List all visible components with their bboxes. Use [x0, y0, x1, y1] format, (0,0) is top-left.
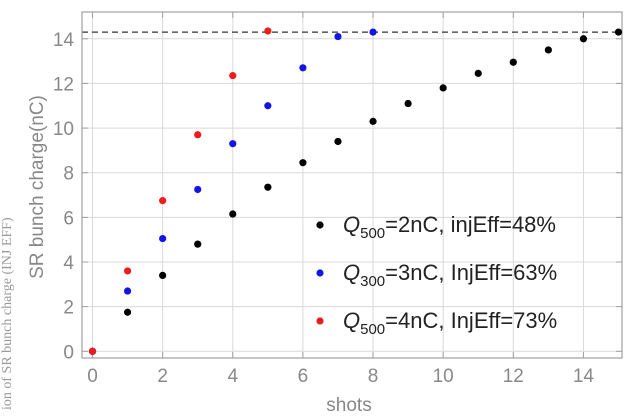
data-point-series-3 — [194, 131, 202, 139]
data-point-series-1 — [264, 183, 272, 191]
data-point-series-1 — [404, 99, 412, 108]
data-point-series-1 — [439, 84, 447, 92]
x-tick-label: 8 — [368, 366, 379, 387]
data-point-series-3 — [123, 267, 132, 275]
y-axis-title: SR bunch charge(nC) — [27, 95, 48, 279]
data-point-series-3 — [229, 72, 237, 80]
data-point-series-2 — [334, 32, 342, 41]
grid — [82, 12, 622, 358]
y-tick-label: 4 — [63, 253, 74, 274]
data-point-series-1 — [614, 28, 623, 36]
data-point-series-2 — [159, 234, 167, 243]
data-point-series-2 — [264, 102, 272, 110]
data-point-series-2 — [123, 287, 132, 295]
y-tick-label: 6 — [63, 208, 74, 229]
legend-label-series-2: Q300=3nC, InjEff=63% — [343, 260, 557, 290]
data-point-series-1 — [334, 137, 342, 146]
data-point-series-1 — [579, 35, 588, 43]
legend-label-series-3: Q500=4nC, InjEff=73% — [343, 308, 557, 338]
data-point-series-1 — [474, 69, 482, 77]
data-point-series-1 — [123, 308, 132, 316]
y-tick-label: 0 — [63, 342, 74, 363]
x-tick-label: 0 — [87, 366, 98, 387]
legend-marker-series-2 — [316, 269, 324, 277]
data-points — [88, 27, 623, 355]
y-tick-label: 8 — [63, 164, 74, 185]
y-tick-label: 12 — [53, 74, 74, 95]
legend-marker-series-3 — [316, 317, 324, 325]
x-tick-label: 4 — [227, 366, 238, 387]
data-point-series-2 — [229, 140, 237, 148]
axis-ticks: 0 2 4 6 8 10 12 14 0 2 4 6 8 10 12 14 — [53, 12, 622, 387]
plot-frame — [81, 11, 623, 359]
x-tick-label: 2 — [157, 366, 168, 387]
data-point-series-3 — [264, 27, 272, 35]
x-tick-label: 6 — [298, 366, 309, 387]
legend: Q500=2nC, injEff=48% Q300=3nC, InjEff=63%… — [316, 212, 557, 338]
data-point-series-1 — [159, 271, 167, 280]
data-point-series-1 — [369, 117, 377, 125]
data-point-series-1 — [509, 58, 517, 66]
legend-marker-series-1 — [316, 221, 324, 229]
data-point-series-2 — [194, 185, 202, 194]
x-tick-label: 12 — [503, 366, 524, 387]
y-tick-label: 10 — [53, 119, 74, 140]
data-point-series-3 — [88, 347, 97, 355]
data-point-series-1 — [544, 46, 552, 54]
legend-label-series-1: Q500=2nC, injEff=48% — [343, 212, 556, 242]
data-point-series-1 — [194, 240, 202, 248]
data-point-series-3 — [159, 197, 167, 205]
x-tick-label: 14 — [573, 366, 595, 387]
data-point-series-1 — [299, 159, 307, 167]
y-tick-label: 2 — [63, 298, 74, 319]
x-tick-label: 10 — [433, 366, 454, 387]
x-axis-title: shots — [326, 395, 371, 416]
data-point-series-2 — [299, 64, 307, 72]
data-point-series-1 — [229, 210, 237, 218]
data-point-series-2 — [369, 28, 377, 36]
cropped-side-text: ion of SR bunch charge (INJ EFF) — [0, 217, 15, 410]
y-tick-label: 14 — [53, 30, 75, 51]
